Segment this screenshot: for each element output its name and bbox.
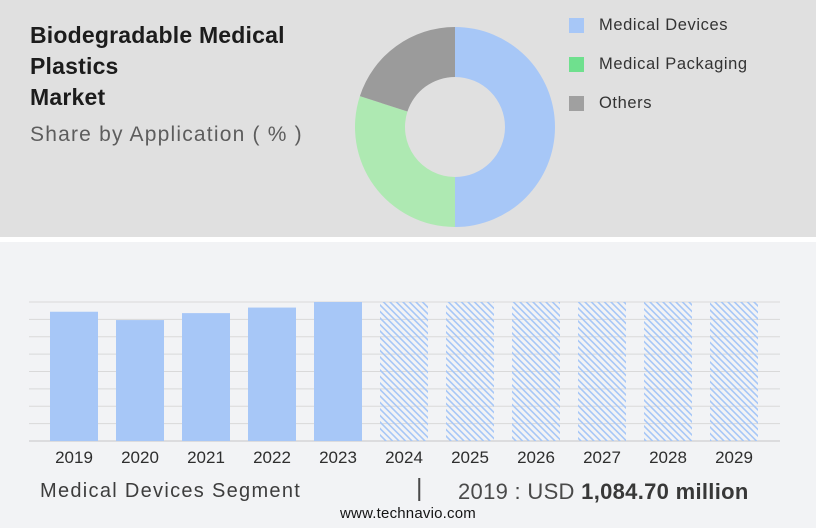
page-title-line2: Market xyxy=(30,84,106,110)
legend-swatch-medical-packaging xyxy=(569,56,584,72)
chart-legend: Medical Devices Medical Packaging Others xyxy=(569,15,748,134)
bar-2025-forecast xyxy=(446,302,494,441)
bar-2023 xyxy=(314,302,362,441)
legend-label: Others xyxy=(599,93,653,112)
bar-2029-forecast xyxy=(710,302,758,441)
x-label-2024: 2024 xyxy=(385,448,423,467)
legend-item-others: Others xyxy=(569,93,748,112)
x-label-2021: 2021 xyxy=(187,448,225,467)
bar-2027-forecast xyxy=(578,302,626,441)
x-label-2023: 2023 xyxy=(319,448,357,467)
donut-chart xyxy=(355,27,555,227)
x-label-2029: 2029 xyxy=(715,448,753,467)
legend-swatch-others xyxy=(569,95,584,111)
bar-2022 xyxy=(248,307,296,441)
bar-2026-forecast xyxy=(512,302,560,441)
donut-slice-others xyxy=(359,27,455,112)
bar-2019 xyxy=(50,311,98,441)
legend-label: Medical Devices xyxy=(599,15,729,34)
bar-chart: 2019 2020 2021 2022 2023 2024 2025 2026 2027 2028… xyxy=(29,301,780,467)
x-label-2022: 2022 xyxy=(253,448,291,467)
x-label-2026: 2026 xyxy=(517,448,555,467)
caption-separator: | xyxy=(416,474,423,502)
legend-label: Medical Packaging xyxy=(599,54,748,73)
bar-2020 xyxy=(116,320,164,441)
bar-2028-forecast xyxy=(644,302,692,441)
x-label-2025: 2025 xyxy=(451,448,489,467)
value-prefix: 2019 : USD xyxy=(458,479,575,504)
donut-slice-medical-devices xyxy=(455,27,555,227)
segment-caption: Medical Devices Segment xyxy=(40,480,302,502)
title-block: Biodegradable Medical Plastics Market Sh… xyxy=(30,20,370,147)
page-subtitle: Share by Application ( % ) xyxy=(30,123,303,146)
page-title-line1: Biodegradable Medical Plastics xyxy=(30,22,285,79)
bar-2024-forecast xyxy=(380,302,428,441)
value-amount: 1,084.70 million xyxy=(581,479,749,504)
x-label-2028: 2028 xyxy=(649,448,687,467)
website-url: www.technavio.com xyxy=(340,505,476,522)
donut-slice-medical-packaging xyxy=(355,96,455,227)
legend-item-medical-devices: Medical Devices xyxy=(569,15,748,34)
x-label-2027: 2027 xyxy=(583,448,621,467)
value-caption: 2019 : USD 1,084.70 million xyxy=(458,479,749,505)
x-label-2019: 2019 xyxy=(55,448,93,467)
legend-item-medical-packaging: Medical Packaging xyxy=(569,54,748,73)
x-label-2020: 2020 xyxy=(121,448,159,467)
bar-2021 xyxy=(182,313,230,441)
legend-swatch-medical-devices xyxy=(569,17,584,33)
